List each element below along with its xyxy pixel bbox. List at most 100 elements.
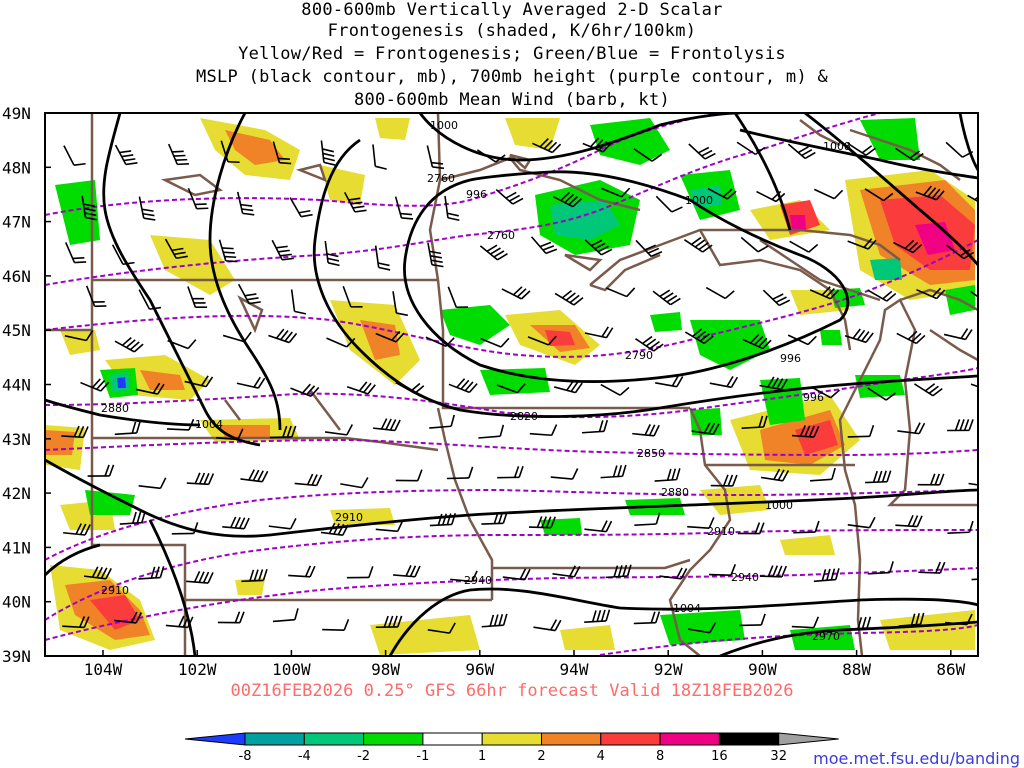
colorbar-segment: [718, 732, 780, 746]
wind-barb: [237, 283, 261, 305]
wind-barb: [375, 520, 404, 533]
wind-barb: [425, 336, 455, 347]
wind-barb: [529, 424, 558, 437]
wind-barb: [222, 331, 252, 343]
wind-barb: [945, 244, 975, 260]
wind-barb: [342, 285, 363, 308]
wind-barb: [372, 144, 387, 170]
lon-label: 98W: [371, 660, 400, 679]
wind-barb: [893, 239, 923, 254]
wind-barb: [710, 474, 738, 487]
frontogenesis-shading: [45, 118, 975, 655]
colorbar-tick-label: 1: [478, 749, 486, 764]
wind-barb: [138, 289, 162, 310]
wind-barb: [947, 419, 974, 432]
contour-labels: 1000 1008 996 1000 996 996 1004 1000 100…: [195, 119, 851, 615]
wind-barb: [186, 570, 214, 584]
wind-barb: [943, 328, 973, 341]
title-line-3: Yellow/Red = Frontogenesis; Green/Blue =…: [238, 44, 786, 64]
wind-barb: [429, 513, 457, 527]
wind-barb: [916, 287, 946, 300]
wind-barb: [554, 289, 584, 306]
title-line-2: Frontogenesis (shaded, K/6hr/100km): [327, 21, 697, 41]
wind-barb: [136, 382, 165, 395]
colorbar-tick-label: 32: [770, 749, 787, 764]
title-line-1: 800-600mb Vertically Averaged 2-D Scalar: [301, 0, 723, 20]
colorbar: -8 -4 -2 -1 1 2 4 8 16 32: [184, 732, 839, 764]
lon-label: 88W: [842, 660, 871, 679]
wind-barb: [739, 613, 766, 627]
wind-barb: [895, 514, 923, 528]
wind-barb: [241, 569, 268, 583]
lat-label: 43N: [2, 430, 31, 449]
height-label: 2910: [101, 584, 129, 597]
wind-barb: [501, 286, 531, 300]
wind-barb: [633, 148, 663, 162]
wind-barb: [476, 149, 506, 163]
lat-label: 42N: [2, 484, 31, 503]
colorbar-arrow-left: [184, 732, 246, 746]
wind-barb: [683, 236, 713, 253]
wind-barb: [759, 565, 788, 578]
wind-barb: [289, 197, 313, 218]
wind-barb: [915, 185, 945, 201]
lat-label: 49N: [2, 104, 31, 123]
wind-barb: [502, 568, 531, 581]
wind-barb: [64, 330, 94, 342]
wind-barb: [918, 561, 946, 574]
wind-barb: [138, 196, 156, 221]
wind-barb: [709, 375, 739, 389]
wind-barb: [654, 468, 681, 482]
wind-barb: [791, 425, 820, 438]
wind-barb: [343, 192, 367, 213]
lat-label: 45N: [2, 321, 31, 340]
wind-barb: [708, 564, 737, 576]
wind-barb: [497, 466, 524, 479]
wind-barb: [268, 328, 298, 344]
wind-barb: [898, 612, 925, 627]
wind-barb: [268, 518, 297, 530]
wind-barb: [707, 187, 737, 200]
wind-barb: [138, 566, 165, 580]
wind-barb: [844, 328, 874, 344]
wind-barb: [222, 516, 250, 530]
wind-barb: [111, 244, 135, 266]
wind-barb: [427, 622, 456, 634]
lon-label: 94W: [560, 660, 589, 679]
wind-barb: [320, 140, 336, 166]
wind-barb: [215, 428, 244, 441]
height-label: 2940: [731, 571, 759, 584]
mslp-label: 1000: [430, 119, 458, 132]
wind-barb: [813, 568, 840, 583]
colorbar-segment: [659, 732, 720, 746]
wind-barb: [740, 236, 769, 253]
wind-barb: [187, 187, 209, 210]
wind-barb: [80, 378, 110, 392]
wind-barb: [582, 137, 612, 153]
wind-barb: [444, 195, 460, 222]
wind-barb: [393, 565, 421, 578]
wind-barb: [634, 512, 661, 527]
lon-label: 90W: [748, 660, 777, 679]
colorbar-segment: [541, 732, 602, 746]
wind-barb: [970, 383, 978, 393]
wind-barb: [793, 520, 820, 534]
wind-barb: [478, 424, 505, 439]
wind-barb: [114, 421, 141, 436]
wind-barb: [269, 425, 297, 439]
wind-barb: [272, 608, 299, 623]
latitude-axis: 49N 48N 47N 46N 45N 44N 43N 42N 41N 40N 39N: [2, 104, 51, 666]
wind-barb: [346, 381, 376, 395]
wind-barb: [760, 468, 790, 482]
wind-barb: [340, 477, 369, 489]
wind-barb: [635, 335, 664, 352]
wind-barb: [62, 616, 90, 629]
wind-barb: [606, 287, 636, 298]
source-credit[interactable]: moe.met.fsu.edu/banding: [813, 749, 1020, 768]
wind-barb: [65, 242, 87, 264]
colorbar-segment: [303, 732, 365, 746]
mslp-label: 1008: [823, 140, 851, 153]
wind-barb: [394, 196, 414, 220]
wind-barb: [584, 239, 613, 256]
wind-barb: [759, 376, 788, 391]
